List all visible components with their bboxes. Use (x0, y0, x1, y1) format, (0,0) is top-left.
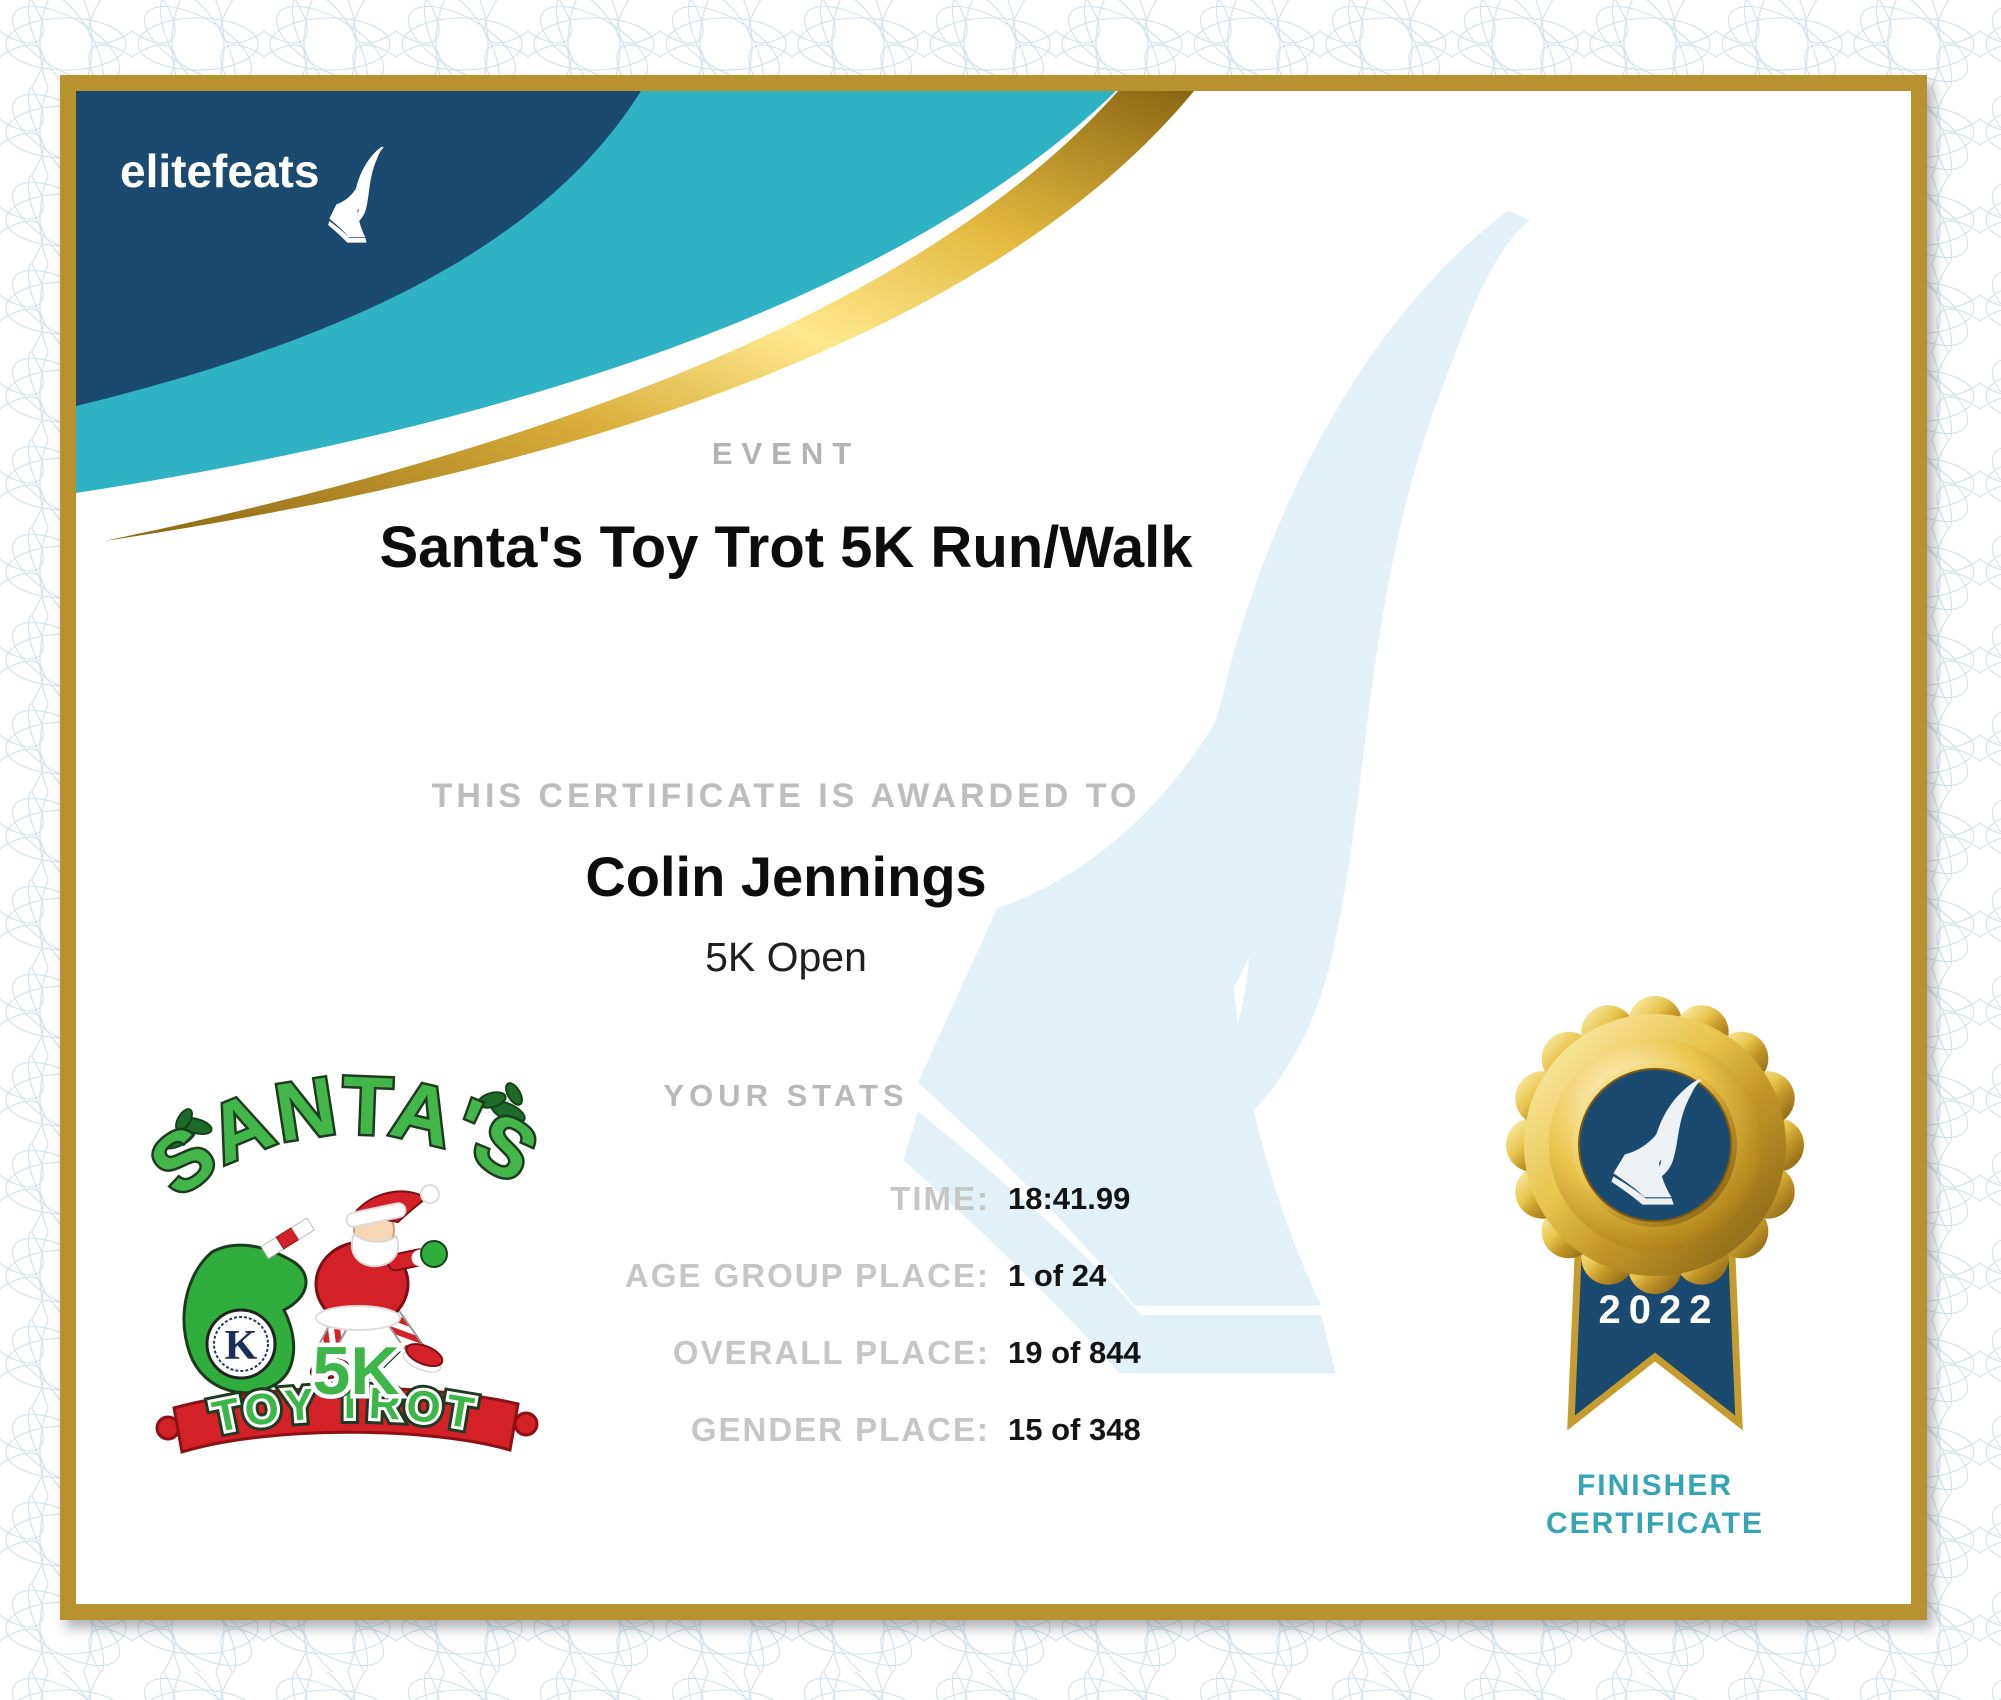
winged-foot-logo-icon (323, 145, 387, 249)
certificate-panel: elitefeats EVENT Santa's Toy Trot 5K Run… (60, 75, 1927, 1620)
brand-name: elitefeats (120, 145, 320, 197)
gold-swoosh (104, 91, 1194, 541)
medal-caption: FINISHER CERTIFICATE (1475, 1467, 1835, 1543)
santa-figure (260, 1184, 448, 1386)
division: 5K Open (705, 934, 867, 980)
medal-caption-line1: FINISHER (1576, 1469, 1733, 1502)
distance-text-shadow: 5K (317, 1337, 404, 1413)
event-kicker: EVENT (711, 436, 861, 471)
holly-left-icon (160, 1108, 213, 1150)
award-line: THIS CERTIFICATE IS AWARDED TO (431, 777, 1141, 815)
medal-year: 2022 (1599, 1288, 1720, 1332)
race-logo: SANTA'S K (146, 1058, 546, 1454)
toy-sack: K (182, 1243, 308, 1395)
brand-logo: elitefeats (120, 141, 387, 249)
race-logo-top-text: SANTA'S (146, 1060, 546, 1214)
stat-label-gender-place: GENDER PLACE: (690, 1411, 990, 1448)
stat-label-time: TIME: (890, 1180, 990, 1217)
stats-table: TIME: 18:41.99 AGE GROUP PLACE: 1 of 24 … (76, 1177, 1911, 1452)
stats-heading: YOUR STATS (663, 1078, 909, 1113)
holly-right-icon (477, 1082, 526, 1124)
stat-label-overall-place: OVERALL PLACE: (672, 1334, 990, 1371)
distance-text: 5K (313, 1333, 400, 1409)
stat-value-gender-place: 15 of 348 (1008, 1412, 1141, 1447)
stat-value-time: 18:41.99 (1008, 1181, 1131, 1216)
header-corner-art (76, 91, 1194, 541)
finisher-medal: 2022 (1506, 996, 1804, 1431)
event-title: Santa's Toy Trot 5K Run/Walk (379, 515, 1193, 580)
navy-curve (76, 91, 641, 406)
badge-circle (205, 1308, 277, 1380)
stat-value-overall-place: 19 of 844 (1008, 1335, 1141, 1370)
stat-value-age-group-place: 1 of 24 (1008, 1258, 1107, 1293)
badge-letter: K (225, 1323, 258, 1369)
medal-rosette (1506, 996, 1804, 1294)
recipient-name: Colin Jennings (585, 845, 987, 908)
stat-label-age-group-place: AGE GROUP PLACE: (624, 1257, 990, 1294)
medal-caption-line2: CERTIFICATE (1545, 1507, 1765, 1540)
